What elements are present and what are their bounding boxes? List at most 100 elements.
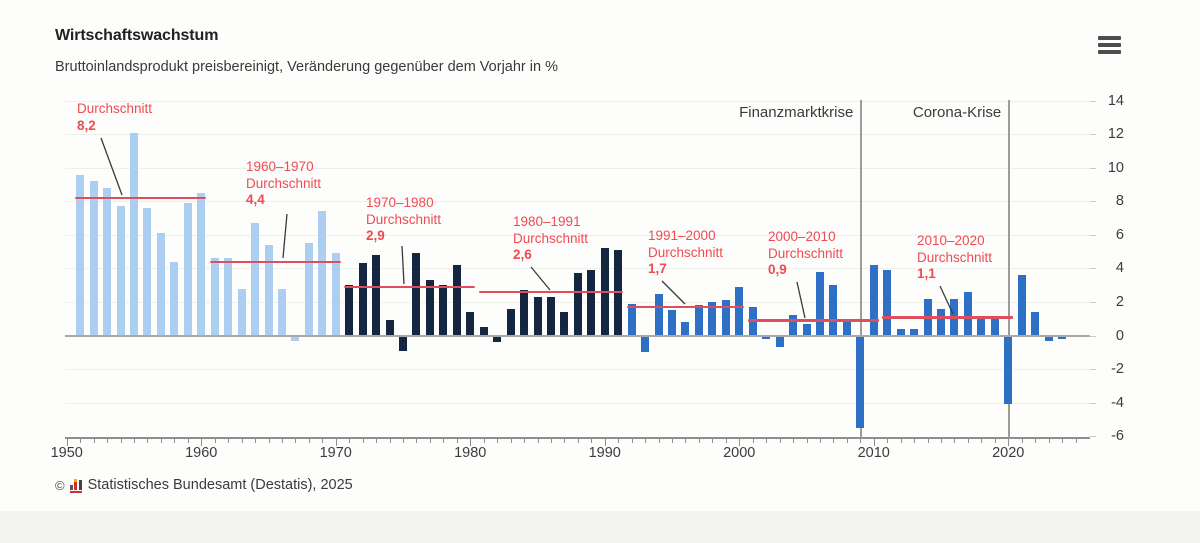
bar-2002[interactable] xyxy=(762,335,771,339)
bar-1997[interactable] xyxy=(694,305,703,336)
bar-2010[interactable] xyxy=(869,265,878,336)
x-axis-line xyxy=(65,436,1090,439)
bar-2009[interactable] xyxy=(856,335,865,428)
y-axis-label: 0 xyxy=(1115,327,1124,344)
bar-1964[interactable] xyxy=(251,223,260,336)
bar-1971[interactable] xyxy=(345,285,354,336)
x-axis-tick xyxy=(174,438,176,443)
bar-1958[interactable] xyxy=(170,261,179,336)
gridline xyxy=(65,369,1090,371)
connector-line xyxy=(282,213,288,259)
bar-2015[interactable] xyxy=(937,308,945,336)
bar-2006[interactable] xyxy=(815,271,824,336)
bar-2024[interactable] xyxy=(1058,335,1067,339)
bar-1967[interactable] xyxy=(291,335,300,341)
bar-2023[interactable] xyxy=(1044,335,1053,341)
x-axis-tick xyxy=(1008,438,1010,446)
average-caption: Durchschnitt xyxy=(513,230,589,246)
bar-1961[interactable] xyxy=(210,258,219,336)
bar-2004[interactable] xyxy=(789,315,798,336)
bar-1953[interactable] xyxy=(103,187,112,336)
x-axis-tick xyxy=(214,438,216,443)
bar-1981[interactable] xyxy=(479,327,488,336)
bar-2021[interactable] xyxy=(1017,275,1026,336)
bar-1954[interactable] xyxy=(116,206,125,336)
bar-1996[interactable] xyxy=(681,322,690,336)
bar-2003[interactable] xyxy=(775,335,784,348)
average-caption: Durchschnitt xyxy=(648,244,724,260)
x-axis-tick xyxy=(766,438,768,443)
bar-1977[interactable] xyxy=(425,280,434,336)
bar-1962[interactable] xyxy=(224,258,233,336)
bar-2020[interactable] xyxy=(1004,335,1013,405)
bar-1957[interactable] xyxy=(156,233,165,336)
bar-1966[interactable] xyxy=(277,288,286,336)
bar-2018[interactable] xyxy=(977,318,986,336)
bar-1986[interactable] xyxy=(546,296,555,336)
bar-1988[interactable] xyxy=(573,273,582,336)
bar-1960[interactable] xyxy=(197,192,206,336)
bar-1956[interactable] xyxy=(143,208,152,336)
x-axis-tick xyxy=(833,438,835,443)
bar-1973[interactable] xyxy=(372,255,381,336)
bar-2022[interactable] xyxy=(1031,312,1040,336)
bar-1994[interactable] xyxy=(654,293,663,336)
bar-2017[interactable] xyxy=(963,291,972,336)
x-axis-tick xyxy=(672,438,673,443)
bar-1952[interactable] xyxy=(89,181,98,336)
bar-1972[interactable] xyxy=(358,263,367,336)
bar-2012[interactable] xyxy=(896,328,905,336)
x-axis-tick xyxy=(564,438,566,443)
x-axis-tick xyxy=(120,438,122,443)
bar-1987[interactable] xyxy=(560,312,569,336)
bar-1968[interactable] xyxy=(304,243,313,336)
average-caption: Durchschnitt xyxy=(917,249,993,265)
bar-1974[interactable] xyxy=(385,320,394,336)
y-axis-label: 10 xyxy=(1107,159,1124,176)
x-axis-tick xyxy=(914,438,916,443)
bar-2005[interactable] xyxy=(802,323,811,336)
bar-1992[interactable] xyxy=(627,303,636,336)
bar-1979[interactable] xyxy=(452,265,461,336)
bar-1993[interactable] xyxy=(641,335,650,353)
y-axis-label: 4 xyxy=(1115,260,1124,277)
x-axis-label: 1990 xyxy=(588,445,621,461)
bar-1963[interactable] xyxy=(237,288,246,336)
x-axis-tick xyxy=(147,438,149,443)
average-caption: Durchschnitt xyxy=(77,101,153,116)
bar-1999[interactable] xyxy=(721,300,730,336)
bar-1980[interactable] xyxy=(466,312,475,336)
bar-1982[interactable] xyxy=(493,335,502,343)
bar-1978[interactable] xyxy=(439,285,448,336)
bar-1984[interactable] xyxy=(520,290,529,336)
bar-2013[interactable] xyxy=(910,328,919,336)
bar-1998[interactable] xyxy=(708,301,717,336)
bar-1995[interactable] xyxy=(668,310,676,336)
source-text: Statistisches Bundesamt (Destatis), 2025 xyxy=(87,477,353,493)
y-axis-tick xyxy=(1090,234,1096,236)
bar-1983[interactable] xyxy=(506,308,515,336)
bar-1976[interactable] xyxy=(412,253,421,336)
bar-1989[interactable] xyxy=(587,270,596,336)
bar-1955[interactable] xyxy=(130,132,138,336)
bar-1970[interactable] xyxy=(331,253,340,336)
y-axis-tick xyxy=(1090,100,1096,102)
x-axis-tick xyxy=(66,438,68,446)
bar-2000[interactable] xyxy=(735,286,744,336)
x-axis-tick xyxy=(93,438,95,443)
bar-2011[interactable] xyxy=(883,270,892,336)
average-line xyxy=(882,316,1014,319)
bar-2008[interactable] xyxy=(842,318,851,336)
bar-2019[interactable] xyxy=(990,318,999,336)
bar-1951[interactable] xyxy=(76,174,85,336)
bar-1959[interactable] xyxy=(183,203,192,336)
bar-1965[interactable] xyxy=(264,244,273,336)
menu-button[interactable] xyxy=(1094,29,1126,59)
source-line: © Statistisches Bundesamt (Destatis), 20… xyxy=(55,477,353,493)
bar-1969[interactable] xyxy=(318,211,327,336)
bar-1975[interactable] xyxy=(399,335,407,351)
x-axis-tick xyxy=(954,438,956,443)
bar-2007[interactable] xyxy=(829,285,838,336)
x-axis-tick xyxy=(873,438,875,446)
bar-1985[interactable] xyxy=(533,296,542,336)
